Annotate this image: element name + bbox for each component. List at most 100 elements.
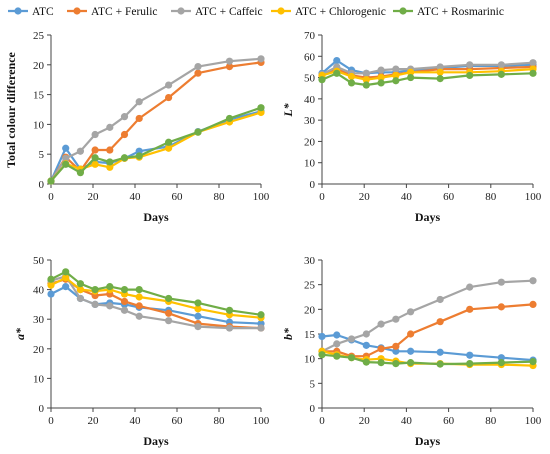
x-tick-label: 60 [172,191,184,203]
data-point [106,302,114,310]
x-tick-label: 40 [401,415,413,427]
data-point [62,274,70,282]
y-tick-label: 0 [39,179,45,191]
data-point [377,66,385,74]
y-tick-label: 20 [33,344,45,356]
data-point [529,69,537,77]
data-point [194,312,202,320]
x-tick-label: 60 [443,415,455,427]
x-tick-label: 60 [172,415,184,427]
x-tick-label: 40 [401,191,413,203]
data-point [529,358,537,366]
y-tick-label: 0 [310,403,316,415]
data-point [91,160,99,168]
y-tick-label: 25 [33,30,45,42]
data-point [62,154,70,162]
legend-label-1: ATC + Ferulic [91,6,158,18]
data-point [194,323,202,331]
y-tick-label: 20 [304,304,316,316]
data-point [407,347,415,355]
data-point [91,130,99,139]
data-point [120,130,129,139]
data-point [529,300,537,308]
data-point [392,77,400,85]
data-point [407,330,415,338]
y-tick-label: 10 [304,158,316,170]
data-point [106,283,114,291]
y-axis-label: Total colour difference [4,51,18,167]
data-point [62,160,70,168]
data-point [377,79,385,87]
y-tick-label: 10 [33,373,45,385]
data-point [529,277,537,285]
legend-item-2: ATC + Caffeic [171,6,263,18]
data-point [76,147,84,155]
data-point [436,68,444,76]
x-tick-label: 20 [359,191,371,203]
data-point [362,330,370,338]
data-point [165,81,173,89]
y-axis-label: L* [281,102,295,117]
y-tick-label: 25 [304,280,316,292]
data-point [165,317,173,325]
x-tick-label: 0 [48,191,54,203]
data-point [466,61,474,69]
data-point [497,70,505,78]
data-point [106,158,114,166]
data-point [436,75,444,83]
data-point [318,351,326,359]
data-point [120,286,129,294]
data-point [91,286,99,294]
x-tick-label: 100 [253,415,270,427]
x-tick-label: 0 [319,191,325,203]
x-tick-label: 20 [88,415,100,427]
chart-panel-top-right: 0 10 20 30 40 50 60 70 0 20 40 60 80 100 Days L* [281,30,542,224]
data-point [497,278,505,286]
y-tick-label: 10 [304,354,316,366]
data-point [47,290,55,298]
legend-label-2: ATC + Caffeic [195,6,263,18]
legend-item-0: ATC [8,6,54,18]
data-point [62,144,70,152]
x-tick-label: 0 [48,415,54,427]
data-point [62,283,70,291]
data-point [347,72,356,81]
data-point [135,286,143,294]
data-point [497,359,505,367]
x-tick-label: 80 [485,415,497,427]
data-point [91,146,99,154]
data-point [333,331,341,339]
data-point [392,315,400,323]
data-point [135,293,143,301]
data-point [392,347,400,355]
data-point [333,340,341,348]
data-point [225,57,234,65]
data-point [333,352,341,360]
series-4 [318,69,537,89]
data-point [120,297,129,306]
legend-label-0: ATC [32,6,54,18]
y-tick-label: 50 [304,73,316,85]
data-point [91,300,99,308]
data-point [106,123,114,131]
data-point [362,69,370,77]
data-point [407,73,415,82]
data-point [347,335,356,343]
data-point [194,128,202,136]
y-tick-label: 5 [39,149,45,161]
x-axis-label: Days [143,434,169,448]
series-4 [47,268,265,319]
data-point [497,354,505,362]
data-point [120,306,129,314]
y-axis-label: a* [13,327,27,340]
data-point [194,62,202,71]
data-point [377,345,385,353]
data-point [362,341,370,349]
x-tick-label: 60 [443,191,455,203]
data-point [76,280,84,288]
data-point [47,281,55,289]
y-tick-label: 0 [310,179,316,191]
data-point [76,286,84,294]
data-point [466,283,474,291]
